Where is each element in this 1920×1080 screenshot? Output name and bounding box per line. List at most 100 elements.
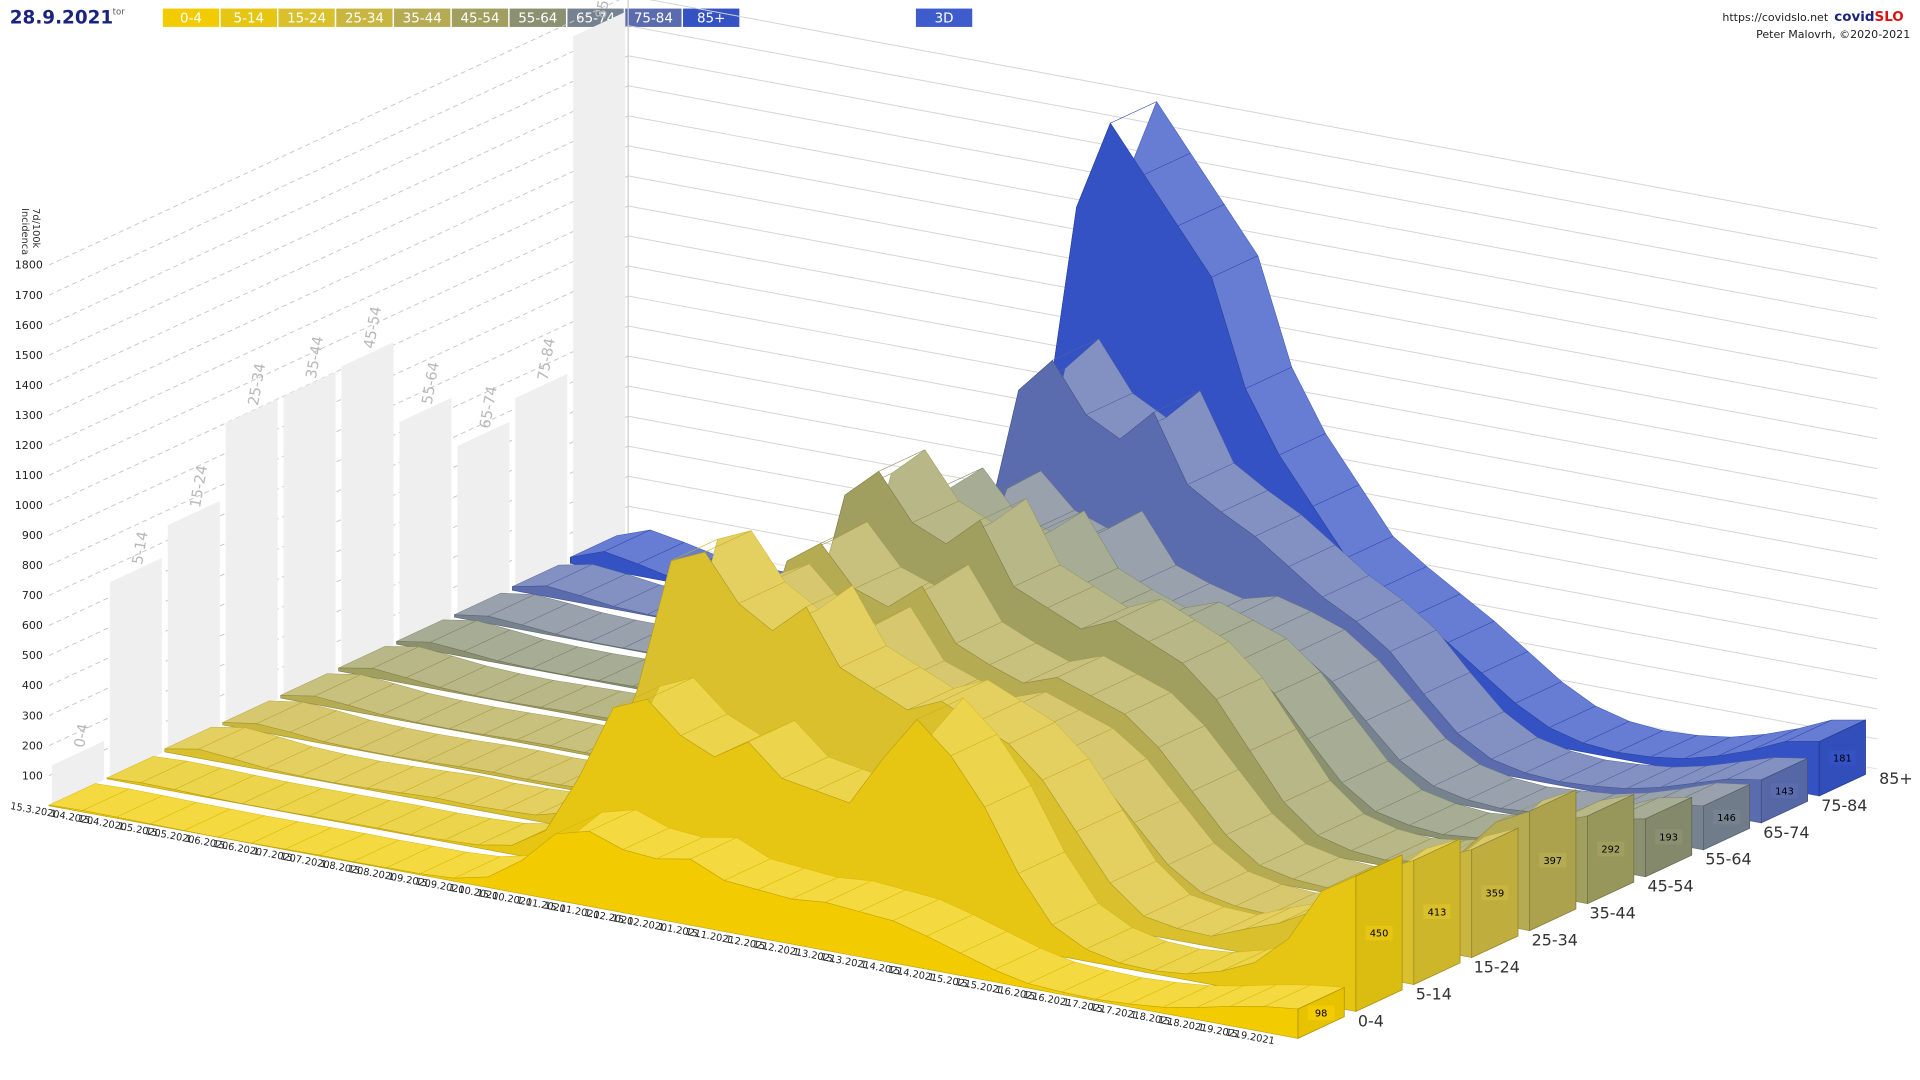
view-button[interactable]: [915, 8, 973, 27]
y-tick-label: 500: [22, 649, 43, 662]
brand-part: covid: [1834, 10, 1874, 25]
row-label: 25-34: [1532, 931, 1578, 950]
grid-line: [48, 205, 629, 476]
y-tick-label: 100: [22, 769, 43, 782]
legend-button[interactable]: [683, 8, 740, 27]
grid-line: [48, 85, 629, 356]
header: 28.9.2021 tor 3D https://covidslo.net co…: [10, 7, 1910, 41]
grid-line: [48, 175, 629, 446]
grid-line: [48, 235, 629, 506]
weekday: tor: [113, 8, 126, 18]
legend-button[interactable]: [509, 8, 566, 27]
value-label-box: [1307, 1005, 1335, 1021]
value-label-box: [1365, 925, 1393, 941]
value-label-box: [1828, 750, 1856, 766]
grid-line: [48, 25, 629, 296]
value-label: 193: [1659, 833, 1678, 844]
y-tick-label: 200: [22, 739, 43, 752]
url[interactable]: https://covidslo.net: [1722, 11, 1828, 24]
y-tick-label: 1800: [15, 259, 43, 272]
wall-bar: [573, 12, 626, 562]
row-label: 0-4: [1358, 1011, 1384, 1030]
wall-bar: [457, 421, 510, 616]
value-label: 292: [1601, 845, 1620, 856]
grid-line: [48, 145, 629, 416]
y-tick-label: 400: [22, 679, 43, 692]
value-label: 413: [1428, 907, 1447, 918]
series: 98 0-4: [48, 783, 1384, 1039]
legend-button[interactable]: [625, 8, 682, 27]
grid-line: [628, 25, 1878, 259]
ribbon-front: [48, 804, 1299, 1039]
legend-button[interactable]: [278, 8, 335, 27]
y-tick-label: 1400: [15, 379, 43, 392]
brand-part: SLO: [1875, 10, 1904, 25]
wall-bar: [399, 397, 452, 643]
value-label: 181: [1833, 754, 1852, 765]
legend-label[interactable]: 15-24: [287, 12, 326, 27]
row-label: 85+: [1879, 769, 1913, 788]
y-axis-label-line: 7d/100k: [30, 208, 41, 248]
wall-bar: [51, 741, 104, 805]
value-label: 397: [1543, 856, 1562, 867]
row-label: 65-74: [1763, 823, 1809, 842]
grid-line: [648, 0, 1878, 229]
y-tick-label: 900: [22, 529, 43, 542]
legend-label[interactable]: 35-44: [403, 12, 442, 27]
legend-label[interactable]: 45-54: [460, 12, 499, 27]
value-label-box: [1771, 783, 1798, 798]
wall-bar: [225, 398, 278, 724]
wall-bar: [515, 373, 568, 589]
value-label: 359: [1486, 889, 1505, 900]
y-tick-label: 700: [22, 589, 43, 602]
wall-bar-label: 0-4: [71, 722, 92, 749]
y-tick-label: 1100: [15, 469, 43, 482]
legend-label[interactable]: 75-84: [634, 12, 673, 27]
y-tick-label: 1500: [15, 349, 43, 362]
row-label: 15-24: [1474, 957, 1520, 976]
legend-button[interactable]: [336, 8, 393, 27]
y-tick-label: 1300: [15, 409, 43, 422]
legend-label[interactable]: 55-64: [518, 12, 557, 27]
view-button-label[interactable]: 3D: [935, 12, 954, 27]
grid-line: [48, 55, 629, 326]
row-label: 75-84: [1821, 796, 1867, 815]
legend-button[interactable]: [394, 8, 451, 27]
legend-button[interactable]: [451, 8, 509, 27]
y-tick-label: 600: [22, 619, 43, 632]
y-tick-label: 800: [22, 559, 43, 572]
value-label: 450: [1370, 929, 1389, 940]
brand: covidSLO: [1834, 10, 1903, 25]
y-tick-label: 1600: [15, 319, 43, 332]
y-tick-label: 1700: [15, 289, 43, 302]
legend-button[interactable]: [162, 8, 220, 27]
y-tick-label: 1000: [15, 499, 43, 512]
value-label-box: [1423, 904, 1451, 920]
legend-label[interactable]: 5-14: [234, 12, 265, 27]
grid-line: [48, 115, 629, 386]
grid-line: [628, 85, 1878, 319]
grid-line: [48, 0, 621, 266]
wall-bar: [283, 372, 336, 697]
wall-bar: [167, 500, 220, 751]
value-label-box: [1655, 829, 1683, 845]
wall-bar-label: 85+: [593, 0, 615, 20]
legend-label[interactable]: 25-34: [345, 12, 384, 27]
wall-bar: [341, 342, 394, 670]
legend-button[interactable]: [220, 8, 277, 27]
legend-label[interactable]: 85+: [697, 12, 725, 27]
row-label: 5-14: [1416, 984, 1452, 1003]
y-tick-label: 300: [22, 709, 43, 722]
wall-bar-label: 5-14: [129, 530, 152, 566]
value-label: 98: [1315, 1009, 1327, 1020]
value-label: 143: [1775, 786, 1794, 797]
row-label: 35-44: [1590, 904, 1636, 923]
legend-label[interactable]: 0-4: [180, 12, 202, 27]
grid-line: [628, 115, 1878, 349]
grid-line: [628, 55, 1878, 289]
grid-line: [48, 295, 629, 566]
row-label: 55-64: [1705, 850, 1751, 869]
date: 28.9.2021: [10, 7, 113, 28]
